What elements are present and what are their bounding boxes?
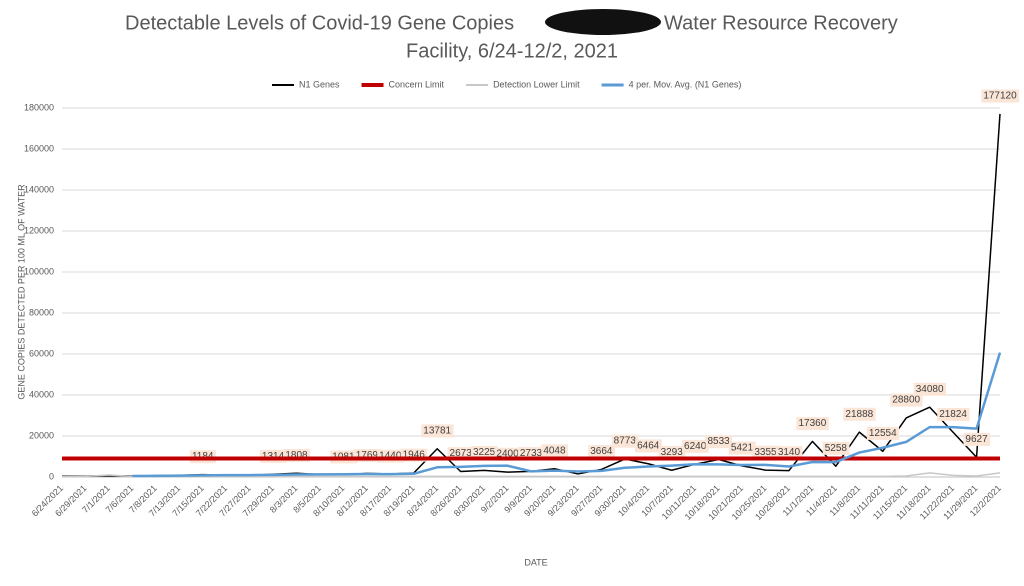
data-label: 6240 — [682, 439, 709, 453]
x-axis-label: DATE — [524, 557, 547, 567]
data-label-text: 5421 — [731, 443, 754, 454]
data-label-box — [728, 441, 756, 455]
data-label-text: 3355 — [754, 447, 777, 458]
data-label-box — [981, 89, 1020, 103]
data-label-text: 2733 — [520, 448, 543, 459]
data-label-box — [658, 445, 686, 459]
data-label-text: 1440 — [379, 451, 402, 462]
legend-label: N1 Genes — [299, 79, 340, 89]
data-label-text: 1808 — [285, 450, 308, 461]
y-tick-label: 80000 — [29, 307, 54, 317]
series-line — [132, 352, 1002, 478]
data-label: 5258 — [822, 441, 850, 455]
data-label: 28800 — [890, 393, 923, 407]
y-tick-label: 0 — [49, 471, 54, 481]
data-label-text: 3664 — [590, 446, 613, 457]
data-label-text: 5258 — [825, 443, 848, 454]
chart-title: Facility, 6/24-12/2, 2021 — [406, 40, 618, 62]
series-line — [61, 113, 1001, 477]
data-label: 6464 — [635, 439, 662, 453]
data-label: 13781 — [421, 424, 454, 438]
y-tick-label: 160000 — [24, 143, 54, 153]
y-tick-label: 60000 — [29, 348, 54, 358]
data-label: 8533 — [705, 435, 733, 449]
legend-label: Detection Lower Limit — [493, 79, 580, 89]
data-label-text: 17360 — [798, 418, 826, 429]
data-label: 3355 — [752, 445, 780, 459]
y-tick-label: 140000 — [24, 184, 54, 194]
data-label-box — [796, 417, 829, 431]
data-label-text: 2400 — [496, 449, 519, 460]
data-label-text: 2673 — [450, 448, 473, 459]
y-tick-label: 20000 — [29, 430, 54, 440]
data-label: 21888 — [843, 407, 876, 421]
data-label: 21824 — [937, 407, 970, 421]
y-tick-label: 120000 — [24, 225, 54, 235]
data-label-box — [470, 446, 498, 460]
data-label: 3225 — [470, 446, 498, 460]
y-tick-label: 180000 — [24, 102, 54, 112]
data-label-text: 3140 — [778, 447, 801, 458]
data-label: 9627 — [963, 432, 991, 446]
data-label-text: 6464 — [637, 440, 660, 451]
data-label-box — [775, 446, 803, 460]
data-label: 3664 — [588, 445, 615, 459]
data-label-text: 21824 — [939, 409, 967, 420]
data-label-box — [866, 426, 900, 440]
data-label-box — [705, 435, 733, 449]
data-label: 177120 — [981, 89, 1020, 103]
data-label: 12554 — [866, 426, 900, 440]
data-label-box — [588, 445, 615, 459]
data-label-text: 4048 — [543, 445, 566, 456]
data-label-text: 6240 — [684, 441, 707, 452]
data-label-box — [421, 424, 454, 438]
data-label-text: 177120 — [983, 91, 1017, 102]
data-label-text: 21888 — [845, 409, 873, 420]
data-label-text: 13781 — [423, 425, 451, 436]
data-label-box — [682, 439, 709, 453]
data-label-box — [822, 441, 850, 455]
y-tick-label: 100000 — [24, 266, 54, 276]
data-label: 1440 — [377, 449, 404, 463]
data-label-box — [890, 393, 923, 407]
y-axis-label: GENE COPIES DETECTED PER 100 ML OF WATER — [16, 184, 26, 400]
data-label-text: 8773 — [614, 436, 637, 447]
legend-label: 4 per. Mov. Avg. (N1 Genes) — [629, 79, 742, 89]
data-label-box — [752, 445, 780, 459]
data-label-text: 8533 — [707, 436, 730, 447]
data-label-text: 34080 — [916, 384, 944, 395]
data-label-box — [937, 407, 970, 421]
chart-title: Detectable Levels of Covid-19 Gene Copie… — [125, 12, 514, 34]
data-label: 1314 — [259, 449, 287, 463]
data-label: 34080 — [913, 382, 946, 396]
data-label-text: 9627 — [965, 434, 988, 445]
data-label-text: 3225 — [473, 447, 496, 458]
data-label-box — [963, 432, 991, 446]
data-label: 3293 — [658, 445, 686, 459]
y-tick-label: 40000 — [29, 389, 54, 399]
data-label: 4048 — [541, 444, 569, 458]
data-label-box — [843, 407, 876, 421]
data-label: 3140 — [775, 446, 803, 460]
data-label-text: 12554 — [869, 428, 897, 439]
data-label-box — [611, 434, 639, 448]
data-label-box — [541, 444, 569, 458]
legend-label: Concern Limit — [389, 79, 445, 89]
data-label-text: 1946 — [403, 450, 426, 461]
data-label: 17360 — [796, 417, 829, 431]
data-label-text: 1314 — [262, 451, 285, 462]
data-label-text: 28800 — [892, 395, 920, 406]
data-label-text: 3293 — [661, 447, 684, 458]
data-label: 8773 — [611, 434, 639, 448]
data-label-box — [635, 439, 662, 453]
data-label-box — [913, 382, 946, 396]
chart-title: Water Resource Recovery — [664, 12, 898, 34]
data-label-text: 1769 — [356, 450, 379, 461]
redaction — [545, 9, 661, 35]
data-label: 5421 — [728, 441, 756, 455]
